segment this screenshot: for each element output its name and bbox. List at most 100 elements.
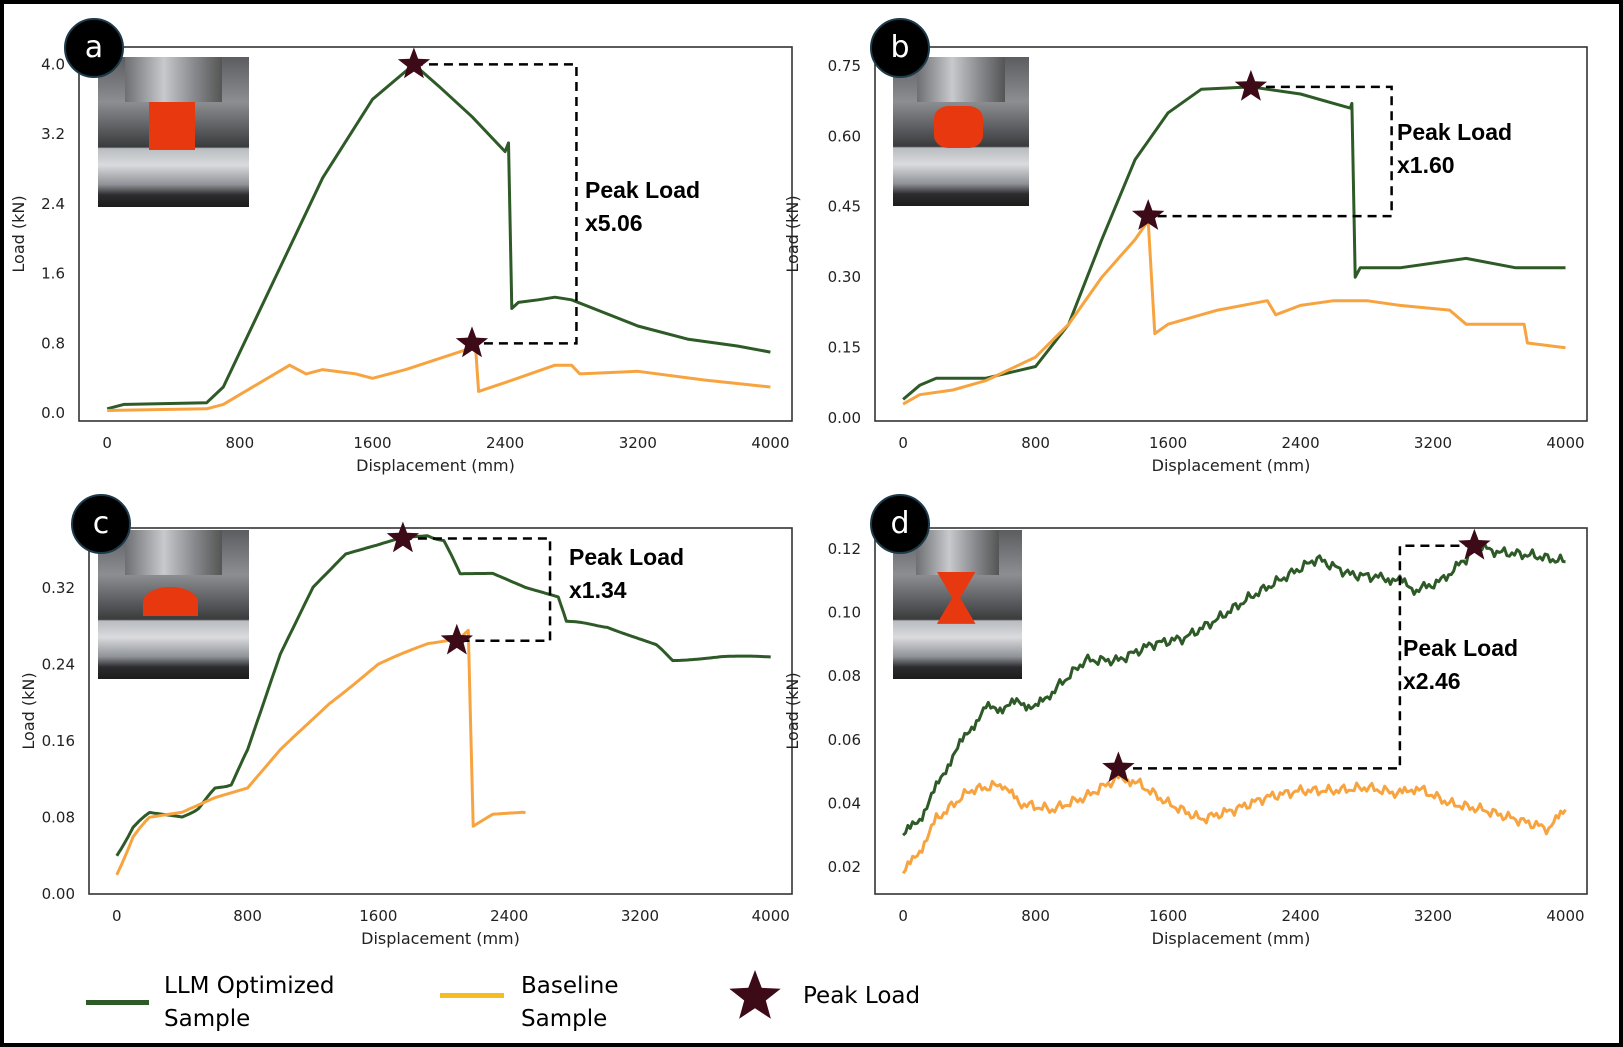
x-tick-label: 2400 bbox=[1281, 907, 1319, 925]
annotation-d: Peak Load x2.46 bbox=[1403, 632, 1518, 698]
y-axis-label: Load (kN) bbox=[783, 195, 802, 272]
annotation-d-title: Peak Load bbox=[1403, 635, 1519, 661]
annotation-a-title: Peak Load bbox=[585, 177, 701, 203]
series-line-optimized bbox=[902, 541, 1566, 837]
y-tick-label: 0.30 bbox=[828, 268, 861, 286]
x-tick-label: 2400 bbox=[1281, 434, 1319, 452]
x-tick-label: 3200 bbox=[621, 907, 659, 925]
annotation-a: Peak Load x5.06 bbox=[585, 174, 700, 240]
y-tick-label: 3.2 bbox=[41, 125, 65, 143]
y-tick-label: 0.04 bbox=[828, 794, 861, 812]
series-line-optimized bbox=[115, 534, 771, 857]
series-line-baseline bbox=[901, 773, 1567, 875]
x-tick-label: 4000 bbox=[1546, 434, 1584, 452]
peak-star-optimized bbox=[386, 521, 420, 553]
panel-label-c: c bbox=[71, 494, 131, 554]
peak-star-baseline bbox=[1102, 751, 1135, 783]
x-tick-label: 0 bbox=[898, 434, 908, 452]
y-tick-label: 0.24 bbox=[42, 656, 75, 674]
x-tick-label: 800 bbox=[1021, 907, 1050, 925]
panel-label-d: d bbox=[870, 494, 930, 554]
x-tick-label: 4000 bbox=[752, 907, 790, 925]
photo-inset-c bbox=[98, 530, 249, 679]
x-tick-label: 2400 bbox=[490, 907, 528, 925]
x-axis-label: Displacement (mm) bbox=[356, 456, 515, 475]
y-tick-label: 0.08 bbox=[42, 809, 75, 827]
x-axis-label: Displacement (mm) bbox=[1152, 456, 1311, 475]
x-tick-label: 2400 bbox=[486, 434, 524, 452]
x-tick-label: 4000 bbox=[1546, 907, 1584, 925]
panel-label-b: b bbox=[870, 18, 930, 78]
x-tick-label: 0 bbox=[112, 907, 122, 925]
x-tick-label: 3200 bbox=[1414, 907, 1452, 925]
series-line-baseline bbox=[902, 219, 1566, 406]
y-tick-label: 2.4 bbox=[41, 195, 65, 213]
y-tick-label: 0.16 bbox=[42, 732, 75, 750]
x-axis-label: Displacement (mm) bbox=[361, 929, 520, 948]
x-tick-label: 800 bbox=[1021, 434, 1050, 452]
annotation-b-ratio: x1.60 bbox=[1397, 152, 1455, 178]
x-axis-label: Displacement (mm) bbox=[1152, 929, 1311, 948]
x-tick-label: 1600 bbox=[353, 434, 391, 452]
legend-label-baseline: Baseline Sample bbox=[521, 973, 619, 1032]
y-tick-label: 0.0 bbox=[41, 404, 65, 422]
peak-star-baseline bbox=[1132, 199, 1165, 230]
peak-ratio-bracket bbox=[1118, 544, 1475, 770]
y-tick-label: 0.02 bbox=[828, 858, 861, 876]
peak-ratio-bracket bbox=[413, 63, 578, 345]
x-tick-label: 800 bbox=[226, 434, 255, 452]
legend-label-optimized: LLM Optimized Sample bbox=[164, 973, 335, 1032]
x-tick-label: 0 bbox=[102, 434, 112, 452]
y-axis-label: Load (kN) bbox=[9, 195, 28, 272]
peak-ratio-bracket bbox=[402, 537, 552, 643]
annotation-c: Peak Load x1.34 bbox=[569, 541, 684, 607]
x-tick-label: 800 bbox=[233, 907, 262, 925]
photo-inset-b bbox=[893, 57, 1029, 206]
annotation-b-title: Peak Load bbox=[1397, 119, 1513, 145]
y-tick-label: 0.32 bbox=[42, 579, 75, 597]
x-tick-label: 1600 bbox=[1149, 907, 1187, 925]
panel-label-a: a bbox=[64, 18, 124, 78]
legend-label-peak: Peak Load bbox=[803, 983, 921, 1009]
y-tick-label: 0.00 bbox=[42, 885, 75, 903]
y-tick-label: 0.75 bbox=[828, 57, 861, 75]
series-line-optimized bbox=[106, 62, 771, 411]
annotation-c-title: Peak Load bbox=[569, 544, 685, 570]
photo-inset-a bbox=[98, 57, 249, 207]
y-tick-label: 4.0 bbox=[41, 55, 65, 73]
annotation-b: Peak Load x1.60 bbox=[1397, 116, 1512, 182]
legend-swatch-baseline bbox=[440, 993, 504, 998]
y-tick-label: 0.00 bbox=[828, 409, 861, 427]
peak-star-baseline bbox=[455, 326, 489, 358]
x-tick-label: 3200 bbox=[1414, 434, 1452, 452]
peak-star-optimized bbox=[1234, 69, 1267, 101]
x-tick-label: 3200 bbox=[619, 434, 657, 452]
y-axis-label: Load (kN) bbox=[19, 672, 38, 749]
y-tick-label: 0.10 bbox=[828, 604, 861, 622]
x-tick-label: 1600 bbox=[1149, 434, 1187, 452]
y-tick-label: 1.6 bbox=[41, 265, 65, 283]
peak-ratio-bracket bbox=[1148, 85, 1393, 218]
y-tick-label: 0.15 bbox=[828, 339, 861, 357]
y-tick-label: 0.60 bbox=[828, 127, 861, 145]
x-tick-label: 1600 bbox=[359, 907, 397, 925]
y-tick-label: 0.8 bbox=[41, 334, 65, 352]
photo-inset-d bbox=[893, 530, 1022, 679]
annotation-d-ratio: x2.46 bbox=[1403, 668, 1461, 694]
annotation-a-ratio: x5.06 bbox=[585, 210, 643, 236]
y-tick-label: 0.12 bbox=[828, 540, 861, 558]
y-tick-label: 0.06 bbox=[828, 731, 861, 749]
x-tick-label: 0 bbox=[898, 907, 908, 925]
annotation-c-ratio: x1.34 bbox=[569, 577, 627, 603]
y-tick-label: 0.08 bbox=[828, 667, 861, 685]
legend-swatch-optimized bbox=[86, 1000, 149, 1005]
x-tick-label: 4000 bbox=[751, 434, 789, 452]
peak-star-optimized bbox=[1458, 528, 1491, 560]
y-axis-label: Load (kN) bbox=[783, 672, 802, 749]
legend-star-icon bbox=[729, 970, 781, 1019]
peak-star-baseline bbox=[440, 623, 473, 655]
y-tick-label: 0.45 bbox=[828, 198, 861, 216]
peak-star-optimized bbox=[397, 47, 431, 79]
